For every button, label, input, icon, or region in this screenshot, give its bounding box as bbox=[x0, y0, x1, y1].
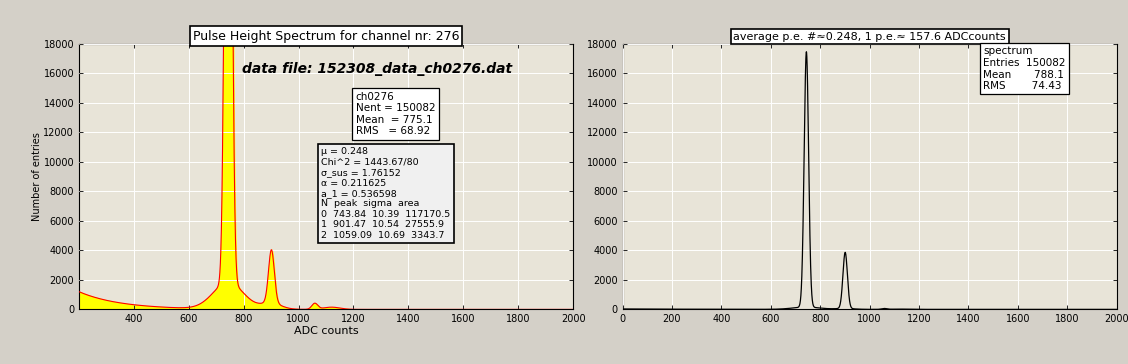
Text: μ = 0.248
Chi^2 = 1443.67/80
σ_sus = 1.76152
α = 0.211625
a_1 = 0.536598
N  peak: μ = 0.248 Chi^2 = 1443.67/80 σ_sus = 1.7… bbox=[321, 147, 450, 240]
Title: average p.e. #≈0.248, 1 p.e.≈ 157.6 ADCcounts: average p.e. #≈0.248, 1 p.e.≈ 157.6 ADCc… bbox=[733, 32, 1006, 41]
Text: data file: 152308_data_ch0276.dat: data file: 152308_data_ch0276.dat bbox=[243, 62, 512, 76]
Text: ch0276
Nent = 150082
Mean  = 775.1
RMS   = 68.92: ch0276 Nent = 150082 Mean = 775.1 RMS = … bbox=[355, 91, 435, 136]
Title: Pulse Height Spectrum for channel nr: 276: Pulse Height Spectrum for channel nr: 27… bbox=[193, 29, 459, 43]
Text: spectrum
Entries  150082
Mean       788.1
RMS        74.43: spectrum Entries 150082 Mean 788.1 RMS 7… bbox=[984, 46, 1066, 91]
Y-axis label: Number of entries: Number of entries bbox=[32, 132, 42, 221]
X-axis label: ADC counts: ADC counts bbox=[293, 326, 359, 336]
